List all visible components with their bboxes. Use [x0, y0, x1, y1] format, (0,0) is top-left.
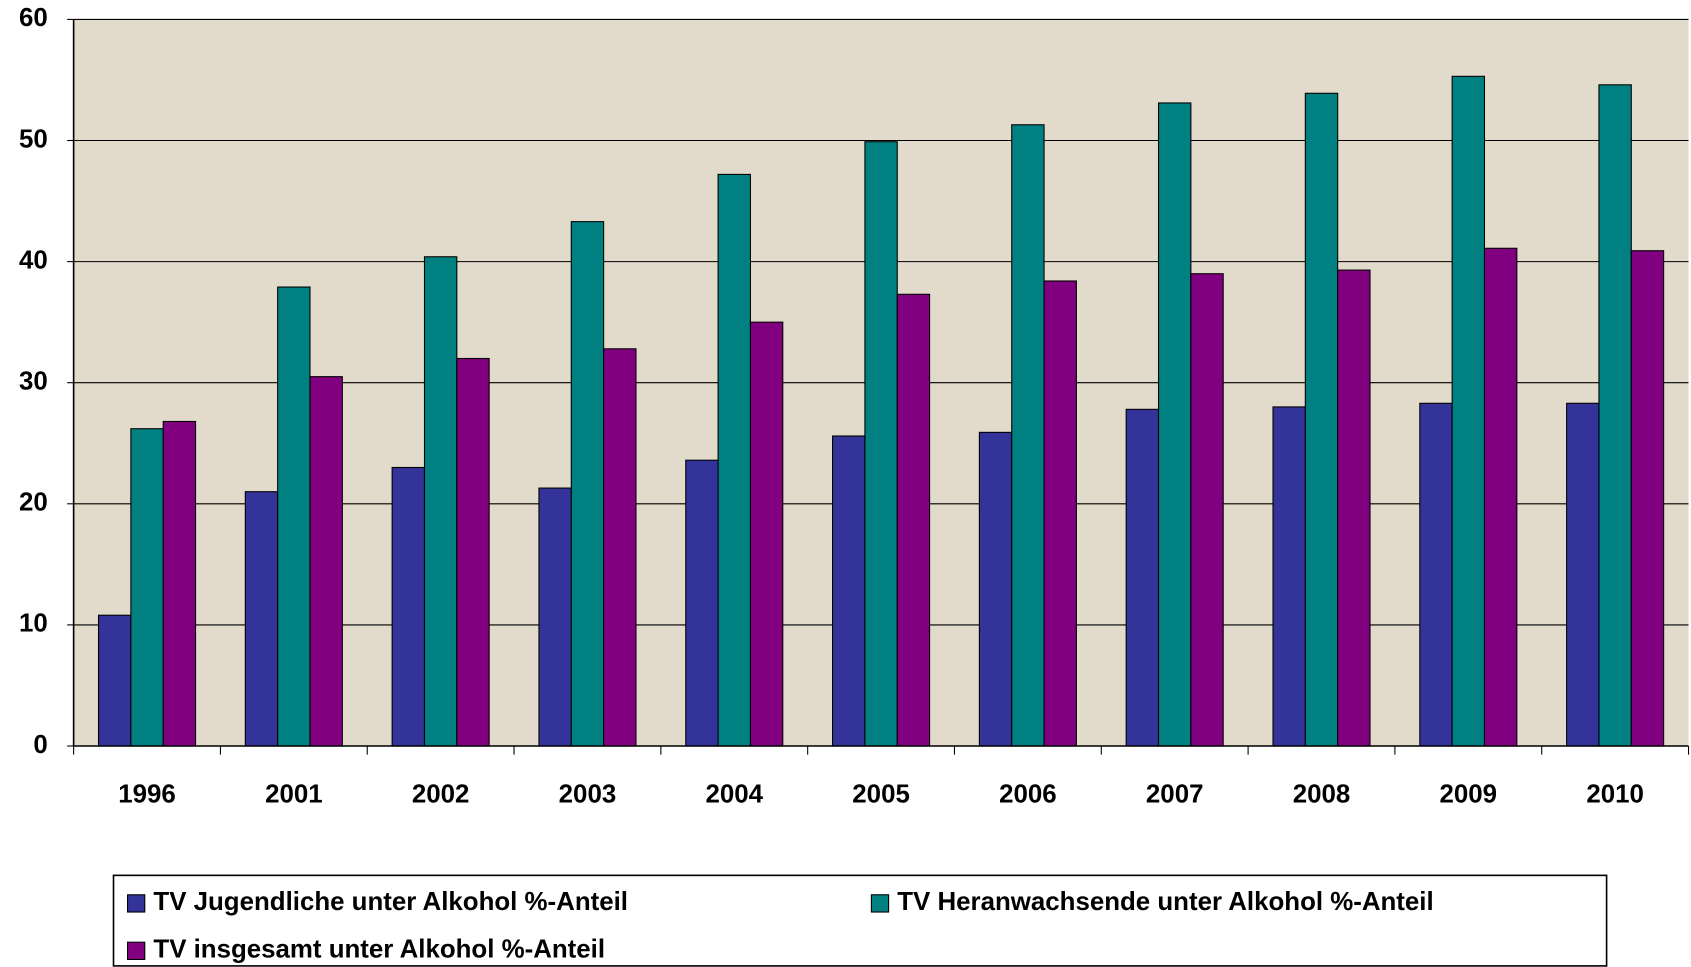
legend-label: TV Jugendliche unter Alkohol %-Anteil: [153, 888, 628, 916]
bar: [1337, 269, 1371, 747]
bar: [1190, 273, 1224, 747]
bar: [896, 293, 931, 747]
y-tick-label: 20: [19, 489, 48, 517]
bar: [1451, 75, 1486, 747]
bar: [456, 357, 490, 747]
bar: [244, 491, 279, 747]
bar: [717, 173, 751, 747]
bar: [1125, 408, 1160, 747]
bar: [1598, 84, 1632, 747]
legend-swatch: [126, 894, 146, 913]
x-tick-label: 2006: [999, 780, 1057, 808]
x-tick-label: 2005: [852, 780, 910, 808]
bar: [1566, 402, 1600, 747]
legend-swatch: [126, 941, 146, 960]
y-tick-label: 10: [19, 610, 48, 638]
bar: [130, 428, 164, 747]
bar: [309, 376, 343, 747]
x-tick-label: 2010: [1586, 780, 1644, 808]
x-tick-label: 2008: [1293, 780, 1351, 808]
bar: [538, 487, 572, 747]
bar: [1419, 402, 1453, 747]
bar: [1157, 102, 1192, 747]
x-tick-label: 2002: [412, 780, 470, 808]
bar: [277, 286, 311, 747]
bar: [603, 348, 637, 747]
y-tick-label: 0: [33, 731, 47, 759]
legend-box: [112, 874, 1608, 967]
bar: [162, 420, 197, 747]
legend-swatch: [870, 894, 890, 913]
x-tick-label: 2009: [1440, 780, 1498, 808]
y-tick-label: 40: [19, 246, 48, 274]
x-tick-label: 2004: [706, 780, 764, 808]
legend-label: TV Heranwachsende unter Alkohol %-Anteil: [897, 888, 1433, 916]
bar: [832, 435, 866, 747]
bar: [864, 141, 898, 747]
bar: [97, 614, 132, 747]
bar: [749, 321, 784, 747]
bar: [391, 466, 426, 747]
bar: [423, 256, 458, 747]
bar: [1483, 247, 1518, 747]
x-tick-label: 1996: [118, 780, 176, 808]
bar: [1304, 92, 1339, 747]
x-tick-label: 2001: [265, 780, 323, 808]
y-tick-label: 50: [19, 125, 48, 153]
bar: [1630, 250, 1665, 747]
bar: [570, 221, 605, 747]
x-tick-label: 2003: [559, 780, 617, 808]
y-tick-label: 30: [19, 368, 48, 396]
legend-label: TV insgesamt unter Alkohol %-Anteil: [153, 936, 605, 964]
bar: [1011, 124, 1045, 747]
y-tick-label: 60: [19, 4, 48, 32]
bar: [978, 431, 1013, 747]
bar: [1272, 406, 1306, 747]
bar: [685, 459, 719, 747]
bar: [1043, 280, 1077, 747]
x-tick-label: 2007: [1146, 780, 1204, 808]
